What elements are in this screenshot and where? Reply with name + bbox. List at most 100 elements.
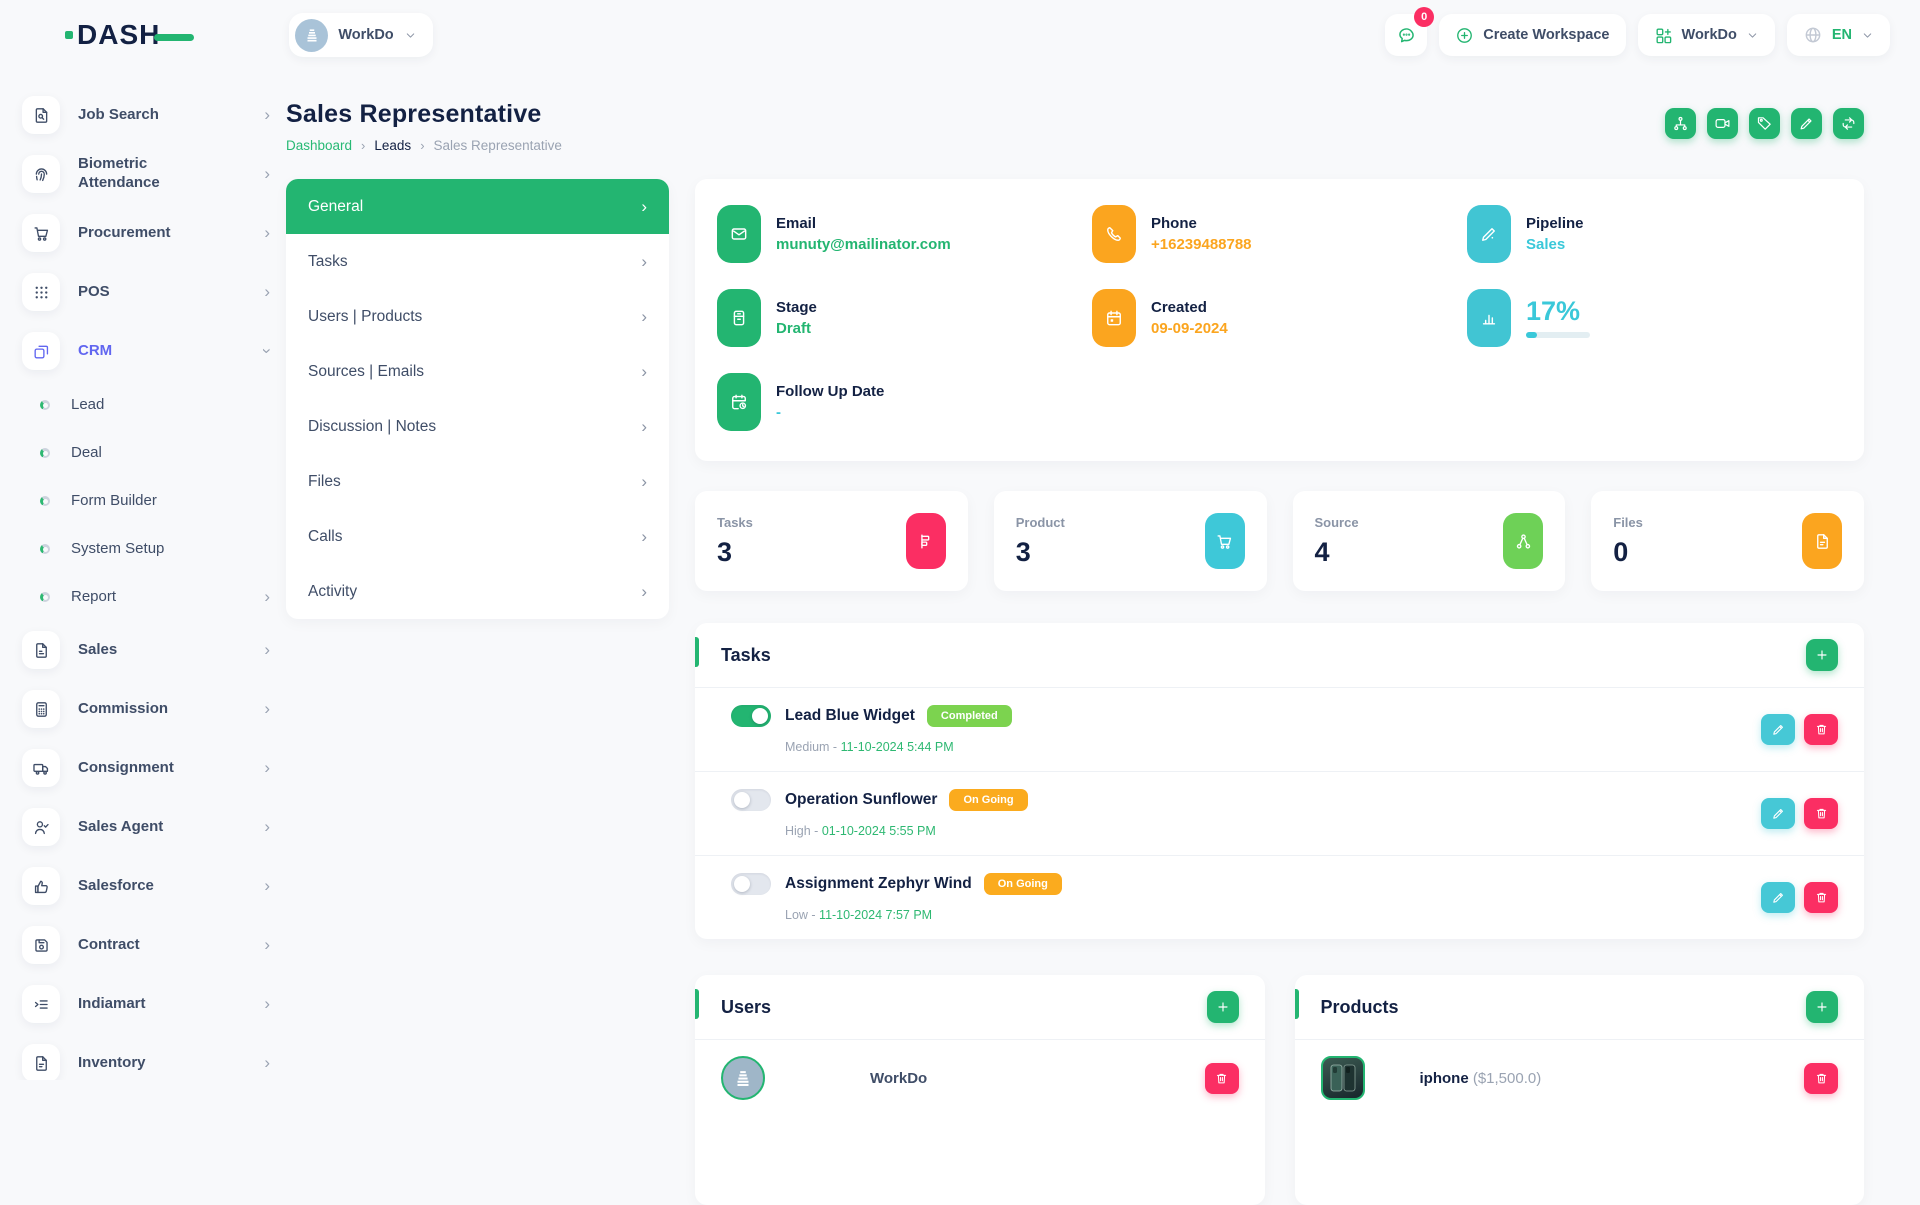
add-product-button[interactable] — [1806, 991, 1838, 1023]
edit-task-button[interactable] — [1761, 714, 1795, 745]
sidebar-item-contract[interactable]: Contract › — [22, 926, 270, 964]
grid-plus-icon — [1654, 26, 1673, 45]
chevron-right-icon: › — [264, 164, 270, 183]
add-task-button[interactable] — [1806, 639, 1838, 671]
bullet-icon — [40, 496, 50, 506]
tasks-section-title: Tasks — [721, 644, 771, 665]
edit-task-button[interactable] — [1761, 882, 1795, 913]
sidebar-subitem-form-builder[interactable]: Form Builder — [22, 487, 270, 515]
truck-icon — [22, 749, 60, 787]
lead-menu-calls[interactable]: Calls › — [308, 526, 647, 546]
dash-logo: DASH — [65, 19, 195, 51]
chevron-right-icon: › — [264, 282, 270, 301]
tasks-icon — [905, 513, 946, 569]
grid-dots-icon — [22, 273, 60, 311]
task-meta: Medium - 11-10-2024 5:44 PM — [785, 740, 954, 754]
lead-progress-value: 17% — [1526, 296, 1581, 326]
workspace-menu-button[interactable]: WorkDo — [1637, 14, 1775, 56]
users-section: Users WorkDo — [695, 975, 1265, 1205]
sidebar-item-procurement[interactable]: Procurement › — [22, 214, 270, 252]
product-image — [1320, 1056, 1365, 1100]
user-row: WorkDo — [695, 1040, 1265, 1116]
trash-icon — [1814, 806, 1829, 821]
task-complete-toggle[interactable] — [731, 789, 771, 811]
list-arrow-icon — [22, 985, 60, 1023]
language-selector[interactable]: EN — [1786, 14, 1890, 56]
breadcrumb-separator: › — [361, 138, 366, 153]
delete-task-button[interactable] — [1804, 882, 1838, 913]
edit-task-button[interactable] — [1761, 798, 1795, 829]
stats-row: Tasks 3 Product 3 — [695, 491, 1864, 591]
stat-card-files: Files 0 — [1591, 491, 1864, 591]
meeting-button[interactable] — [1707, 108, 1738, 139]
sidebar-item-inventory[interactable]: Inventory › — [22, 1044, 270, 1080]
lead-menu-activity[interactable]: Activity › — [308, 581, 647, 601]
lead-info-card: Email munuty@mailinator.com Phone +16239… — [695, 179, 1864, 461]
sidebar-item-sales-agent[interactable]: Sales Agent › — [22, 808, 270, 846]
workspace-selector[interactable]: WorkDo — [289, 13, 433, 57]
sitemap-icon — [1672, 115, 1689, 132]
task-row: Assignment Zephyr Wind On Going Low - 11… — [695, 856, 1864, 939]
task-complete-toggle[interactable] — [731, 873, 771, 895]
product-name: iphone ($1,500.0) — [1419, 1069, 1542, 1087]
breadcrumb: Dashboard › Leads › Sales Representative — [286, 138, 562, 153]
sidebar-subitem-system-setup[interactable]: System Setup — [22, 535, 270, 563]
chat-icon — [1396, 25, 1417, 46]
chat-badge: 0 — [1414, 7, 1435, 27]
sidebar-subitem-report[interactable]: Report › — [22, 583, 270, 611]
sidebar-subitem-lead[interactable]: Lead — [22, 391, 270, 419]
logo-text: DASH — [77, 19, 161, 50]
chevron-right-icon: › — [264, 587, 270, 606]
breadcrumb-leads[interactable]: Leads — [374, 138, 412, 153]
sidebar-item-sales[interactable]: Sales › — [22, 631, 270, 669]
delete-user-button[interactable] — [1204, 1062, 1239, 1094]
sidebar-item-biometric-attendance[interactable]: Biometric Attendance › — [22, 155, 270, 193]
share-nodes-icon — [1503, 513, 1544, 569]
create-workspace-button[interactable]: Create Workspace — [1439, 14, 1626, 56]
delete-task-button[interactable] — [1804, 798, 1838, 829]
email-value: munuty@mailinator.com — [776, 236, 951, 253]
lead-menu-sources-emails[interactable]: Sources | Emails › — [308, 361, 647, 381]
delete-task-button[interactable] — [1804, 714, 1838, 745]
sidebar-item-salesforce[interactable]: Salesforce › — [22, 867, 270, 905]
chevron-right-icon: › — [264, 876, 270, 895]
sidebar-item-commission[interactable]: Commission › — [22, 690, 270, 728]
labels-button[interactable] — [1749, 108, 1780, 139]
sidebar: Job Search › Biometric Attendance › Proc… — [0, 70, 284, 1080]
sidebar-item-consignment[interactable]: Consignment › — [22, 749, 270, 787]
breadcrumb-dashboard[interactable]: Dashboard — [286, 138, 353, 153]
sidebar-item-pos[interactable]: POS › — [22, 273, 270, 311]
messages-button[interactable]: 0 — [1385, 7, 1435, 56]
sidebar-item-job-search[interactable]: Job Search › — [22, 96, 270, 134]
task-complete-toggle[interactable] — [731, 705, 771, 727]
task-meta: Low - 11-10-2024 7:57 PM — [785, 908, 933, 922]
sidebar-item-crm[interactable]: CRM › — [22, 332, 277, 370]
logo-dot — [65, 31, 73, 39]
pencil-icon — [1771, 722, 1786, 737]
cart-icon — [22, 214, 60, 252]
sidebar-subitem-deal[interactable]: Deal — [22, 439, 270, 467]
pencil-icon — [1798, 115, 1815, 132]
products-section-title: Products — [1320, 996, 1399, 1017]
sidebar-item-indiamart[interactable]: Indiamart › — [22, 985, 270, 1023]
chevron-right-icon: › — [641, 361, 647, 381]
page-actions — [1665, 108, 1864, 139]
delete-product-button[interactable] — [1804, 1062, 1838, 1094]
edit-lead-button[interactable] — [1791, 108, 1822, 139]
convert-lead-button[interactable] — [1833, 108, 1864, 139]
lead-menu-users-products[interactable]: Users | Products › — [308, 306, 647, 326]
add-user-button[interactable] — [1206, 991, 1239, 1023]
stat-tasks-value: 3 — [717, 536, 733, 567]
users-section-title: Users — [721, 996, 772, 1017]
person-check-icon — [22, 808, 60, 846]
bar-chart-icon — [1467, 289, 1511, 347]
chevron-right-icon: › — [264, 935, 270, 954]
section-accent-bar — [695, 989, 699, 1019]
workspace-menu-label: WorkDo — [1681, 27, 1737, 43]
lead-menu-tasks[interactable]: Tasks › — [308, 251, 647, 271]
stat-card-product: Product 3 — [993, 491, 1267, 591]
pipeline-view-button[interactable] — [1665, 108, 1696, 139]
lead-menu-general[interactable]: General › — [286, 179, 669, 234]
lead-menu-files[interactable]: Files › — [308, 471, 647, 491]
lead-menu-discussion-notes[interactable]: Discussion | Notes › — [308, 416, 647, 436]
